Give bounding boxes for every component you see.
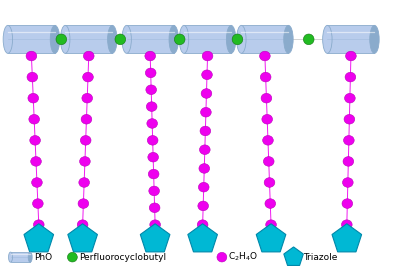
Ellipse shape xyxy=(146,85,157,95)
Ellipse shape xyxy=(303,34,314,45)
Ellipse shape xyxy=(145,68,156,78)
Ellipse shape xyxy=(146,102,157,111)
Ellipse shape xyxy=(226,25,236,53)
Ellipse shape xyxy=(77,220,88,229)
Ellipse shape xyxy=(149,186,159,196)
Polygon shape xyxy=(24,224,53,252)
Ellipse shape xyxy=(199,145,210,154)
FancyBboxPatch shape xyxy=(65,25,112,53)
Ellipse shape xyxy=(27,72,38,82)
FancyBboxPatch shape xyxy=(8,25,55,53)
Text: PhO: PhO xyxy=(34,253,53,262)
Ellipse shape xyxy=(200,126,211,136)
Ellipse shape xyxy=(344,114,355,124)
Ellipse shape xyxy=(148,152,159,162)
Ellipse shape xyxy=(150,220,160,229)
Ellipse shape xyxy=(108,25,117,53)
Ellipse shape xyxy=(60,25,70,53)
Ellipse shape xyxy=(67,252,77,262)
FancyBboxPatch shape xyxy=(241,25,289,53)
Ellipse shape xyxy=(344,136,354,145)
Ellipse shape xyxy=(147,119,157,128)
Ellipse shape xyxy=(30,136,40,145)
Text: Triazole: Triazole xyxy=(303,253,337,262)
Ellipse shape xyxy=(323,25,332,53)
Ellipse shape xyxy=(32,178,42,187)
FancyBboxPatch shape xyxy=(184,25,231,53)
Ellipse shape xyxy=(145,51,155,61)
Ellipse shape xyxy=(346,51,356,61)
Ellipse shape xyxy=(149,203,160,213)
Ellipse shape xyxy=(217,252,227,262)
Ellipse shape xyxy=(147,136,158,145)
Ellipse shape xyxy=(198,201,208,211)
Ellipse shape xyxy=(342,220,352,229)
Ellipse shape xyxy=(28,252,32,262)
Ellipse shape xyxy=(370,25,379,53)
Text: Perfluorocyclobutyl: Perfluorocyclobutyl xyxy=(79,253,166,262)
Ellipse shape xyxy=(284,25,293,53)
Ellipse shape xyxy=(81,136,91,145)
Ellipse shape xyxy=(266,220,276,229)
Polygon shape xyxy=(188,224,217,252)
Ellipse shape xyxy=(264,178,275,187)
Ellipse shape xyxy=(169,25,178,53)
Ellipse shape xyxy=(262,114,272,124)
Ellipse shape xyxy=(265,199,276,208)
Ellipse shape xyxy=(9,252,12,262)
Ellipse shape xyxy=(261,93,272,103)
Polygon shape xyxy=(284,247,303,265)
Ellipse shape xyxy=(79,178,90,187)
Ellipse shape xyxy=(342,178,353,187)
Ellipse shape xyxy=(148,169,159,179)
Ellipse shape xyxy=(202,70,212,80)
Ellipse shape xyxy=(343,157,354,166)
Polygon shape xyxy=(68,224,97,252)
Ellipse shape xyxy=(199,164,210,173)
Ellipse shape xyxy=(31,157,42,166)
FancyBboxPatch shape xyxy=(11,252,30,262)
Ellipse shape xyxy=(78,199,89,208)
Ellipse shape xyxy=(232,34,243,45)
Ellipse shape xyxy=(260,72,271,82)
Ellipse shape xyxy=(56,34,67,45)
Polygon shape xyxy=(140,224,170,252)
Ellipse shape xyxy=(237,25,246,53)
Ellipse shape xyxy=(197,220,208,229)
Ellipse shape xyxy=(199,183,209,192)
Text: $\mathregular{C_2H_4O}$: $\mathregular{C_2H_4O}$ xyxy=(229,251,259,263)
Ellipse shape xyxy=(260,51,270,61)
FancyBboxPatch shape xyxy=(127,25,174,53)
Polygon shape xyxy=(256,224,286,252)
Ellipse shape xyxy=(122,25,132,53)
Ellipse shape xyxy=(115,34,126,45)
Ellipse shape xyxy=(50,25,60,53)
Ellipse shape xyxy=(179,25,189,53)
Ellipse shape xyxy=(345,72,356,82)
Ellipse shape xyxy=(174,34,185,45)
Ellipse shape xyxy=(201,89,212,98)
Ellipse shape xyxy=(33,220,44,229)
Ellipse shape xyxy=(29,114,39,124)
Ellipse shape xyxy=(202,51,213,61)
Ellipse shape xyxy=(3,25,13,53)
Ellipse shape xyxy=(201,107,211,117)
Ellipse shape xyxy=(82,93,92,103)
FancyBboxPatch shape xyxy=(327,25,374,53)
Ellipse shape xyxy=(26,51,37,61)
Ellipse shape xyxy=(81,114,92,124)
Ellipse shape xyxy=(83,51,94,61)
Ellipse shape xyxy=(344,93,355,103)
Ellipse shape xyxy=(32,199,43,208)
Polygon shape xyxy=(332,224,362,252)
Ellipse shape xyxy=(83,72,93,82)
Ellipse shape xyxy=(342,199,353,208)
Ellipse shape xyxy=(80,157,90,166)
Ellipse shape xyxy=(28,93,39,103)
Ellipse shape xyxy=(263,157,274,166)
Ellipse shape xyxy=(263,136,273,145)
